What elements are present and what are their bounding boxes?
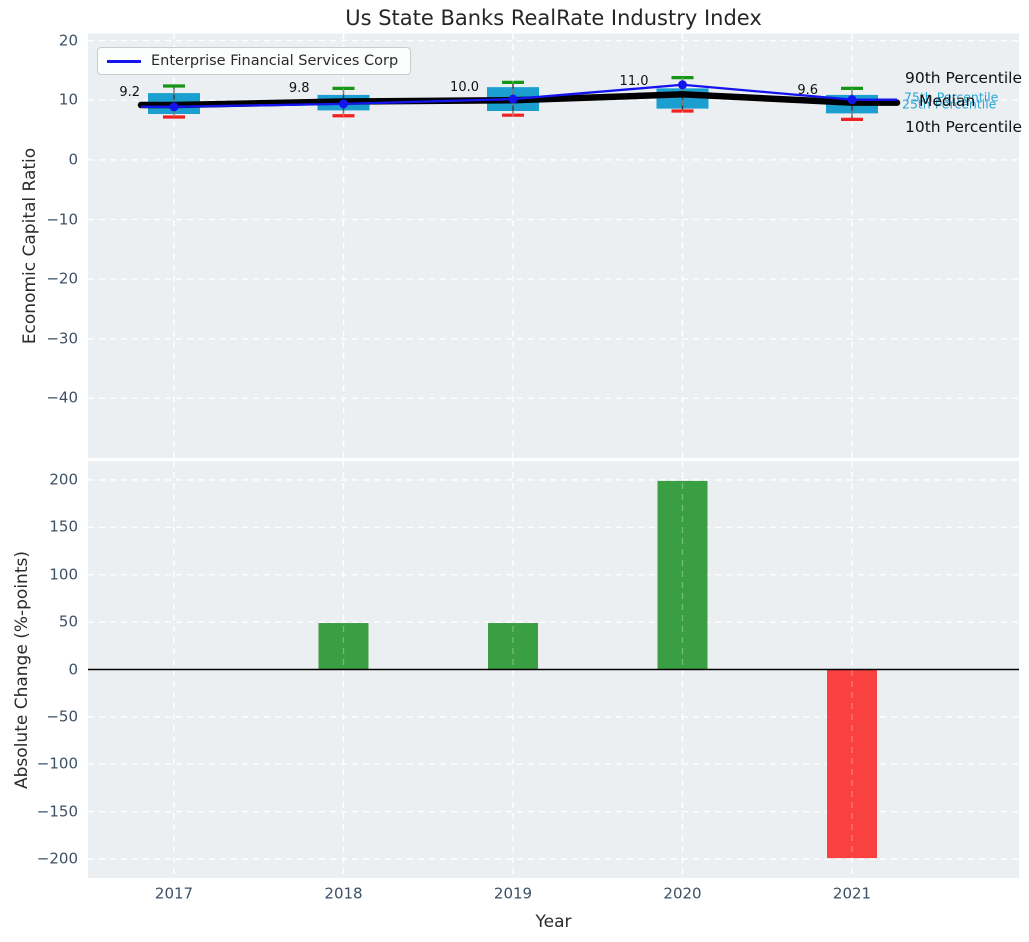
bottom-y-tick-label: 50 (58, 612, 78, 631)
company-marker-2018 (339, 99, 348, 109)
legend-series-label: Enterprise Financial Services Corp (151, 53, 399, 69)
x-tick-label-2018: 2018 (324, 884, 363, 903)
top-y-axis-label: Economic Capital Ratio (20, 147, 40, 344)
change-bar-2021 (827, 669, 877, 859)
legend: Enterprise Financial Services Corp (97, 47, 412, 75)
top-y-tick-label: −20 (46, 269, 78, 288)
median-value-label-2018: 9.8 (288, 81, 310, 97)
bottom-y-tick-label: −100 (36, 754, 78, 773)
change-bar-2018 (318, 623, 369, 670)
top-y-tick-label: 20 (58, 31, 78, 50)
company-marker-2019 (508, 94, 518, 104)
change-bar-2019 (488, 623, 538, 670)
top-y-tick-label: −40 (46, 388, 78, 407)
median-value-label-2017: 9.2 (119, 85, 140, 101)
bottom-y-tick-label: 0 (68, 660, 78, 678)
x-tick-label-2020: 2020 (663, 884, 702, 903)
annotation-90th-percentile: 90th Percentile (905, 69, 1023, 87)
bottom-y-tick-label: −50 (46, 707, 78, 726)
median-value-label-2021: 9.6 (797, 82, 818, 98)
top-y-tick-label: 0 (68, 150, 78, 169)
company-marker-2017 (169, 102, 179, 112)
top-y-tick-label: −30 (46, 329, 78, 348)
bottom-y-tick-label: −150 (36, 802, 78, 821)
top-y-tick-label: 10 (58, 90, 78, 109)
company-marker-2020 (678, 80, 687, 90)
legend-line-swatch (107, 59, 141, 63)
bottom-y-tick-label: 200 (49, 470, 78, 489)
x-tick-label-2017: 2017 (154, 884, 194, 903)
change-bar-2020 (657, 480, 708, 670)
top-y-tick-label: −10 (46, 210, 78, 229)
annotation-10th-percentile: 10th Percentile (905, 118, 1023, 136)
company-marker-2021 (847, 95, 857, 105)
bottom-y-tick-label: −200 (36, 849, 78, 868)
x-tick-label-2019: 2019 (493, 884, 533, 903)
bottom-y-tick-label: 100 (49, 565, 78, 584)
annotation-25th-percentile: 25th Percentile (902, 96, 997, 112)
median-value-label-2020: 11.0 (619, 74, 649, 90)
chart-title: Us State Banks RealRate Industry Index (345, 6, 762, 30)
annotation-75th-percentile: 75th Percentile (904, 89, 999, 105)
median-value-label-2019: 10.0 (450, 80, 479, 96)
x-axis-label: Year (535, 912, 572, 932)
x-tick-label-2021: 2021 (832, 884, 872, 903)
annotation-median: Median (919, 92, 976, 110)
bottom-y-tick-label: 150 (49, 517, 78, 536)
